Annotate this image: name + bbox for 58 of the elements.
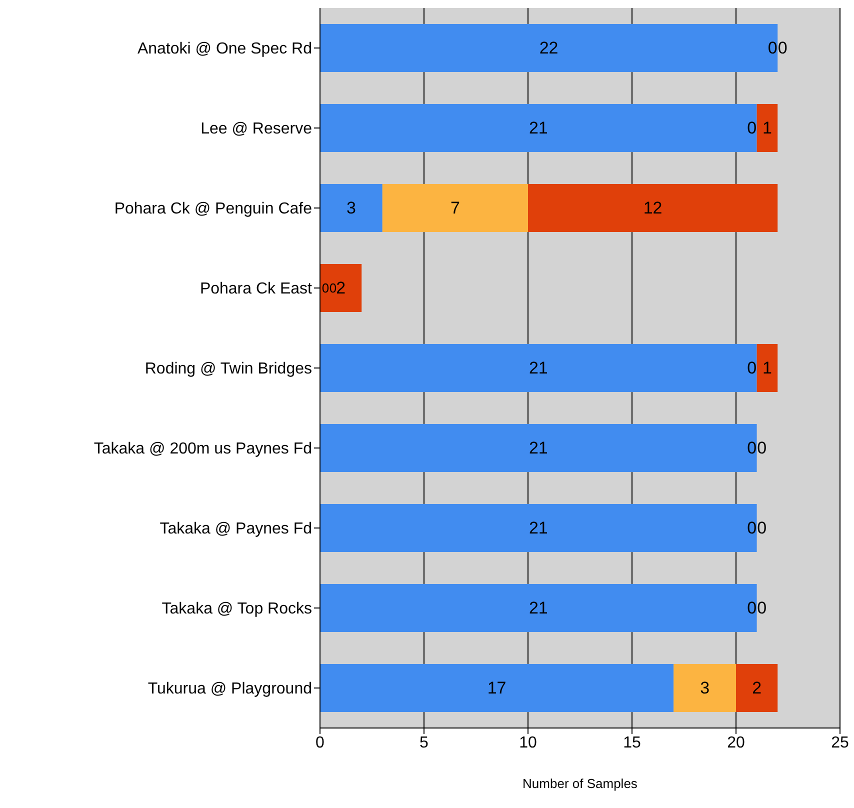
y-tick-label: Pohara Ck @ Penguin Cafe [114, 200, 312, 218]
bar [756, 344, 778, 392]
data-label: 2 [752, 678, 762, 698]
data-label: 0 [778, 38, 788, 58]
data-label: 0 [768, 38, 778, 58]
bar [756, 104, 778, 152]
bar [320, 264, 362, 312]
bar [736, 664, 778, 712]
data-label: 21 [528, 518, 548, 538]
data-label: 0 [747, 438, 757, 458]
x-tick-label: 10 [519, 734, 537, 752]
x-tick-label: 25 [831, 734, 849, 752]
data-label: 3 [700, 678, 710, 698]
bar [320, 504, 757, 552]
data-label: 12 [643, 198, 662, 218]
data-label: 1 [762, 118, 772, 138]
bar [320, 104, 757, 152]
bar [320, 584, 757, 632]
bar [528, 184, 778, 232]
data-label: 21 [528, 358, 548, 378]
data-label: 0 [747, 358, 757, 378]
data-label: 0 [757, 598, 767, 618]
bar [382, 184, 528, 232]
data-label: 0 [329, 280, 337, 296]
x-tick-label: 15 [623, 734, 641, 752]
data-label: 0 [757, 438, 767, 458]
bar [320, 424, 757, 472]
data-label: 17 [487, 678, 506, 698]
data-label: 0 [747, 518, 757, 538]
bar [674, 664, 736, 712]
x-tick-label: 5 [420, 734, 429, 752]
data-label: 1 [762, 358, 772, 378]
data-label: 21 [528, 598, 548, 618]
data-label: 0 [322, 280, 330, 296]
y-tick-label: Takaka @ Top Rocks [162, 600, 312, 618]
bar [320, 24, 778, 72]
y-tick-label: Tukurua @ Playground [148, 680, 312, 698]
y-tick-label: Roding @ Twin Bridges [144, 360, 312, 378]
data-label: 0 [747, 598, 757, 618]
y-tick-label: Takaka @ Paynes Fd [160, 520, 312, 538]
bar [320, 664, 674, 712]
y-tick-label: Pohara Ck East [200, 280, 313, 298]
x-tick-label: 0 [316, 734, 325, 752]
data-label: 3 [346, 198, 356, 218]
bar [320, 184, 382, 232]
data-label: 2 [336, 278, 346, 298]
x-tick-label: 20 [727, 734, 745, 752]
data-label: 21 [528, 118, 548, 138]
data-label: 0 [757, 518, 767, 538]
data-label: 7 [450, 198, 460, 218]
y-tick-label: Takaka @ 200m us Paynes Fd [94, 440, 312, 458]
y-tick-label: Lee @ Reserve [200, 120, 312, 138]
data-label: 21 [528, 438, 548, 458]
data-label: 0 [747, 118, 757, 138]
data-label: 22 [539, 38, 558, 58]
y-tick-label: Anatoki @ One Spec Rd [137, 40, 312, 58]
x-axis-title: Number of Samples [522, 776, 638, 791]
bar [320, 344, 757, 392]
